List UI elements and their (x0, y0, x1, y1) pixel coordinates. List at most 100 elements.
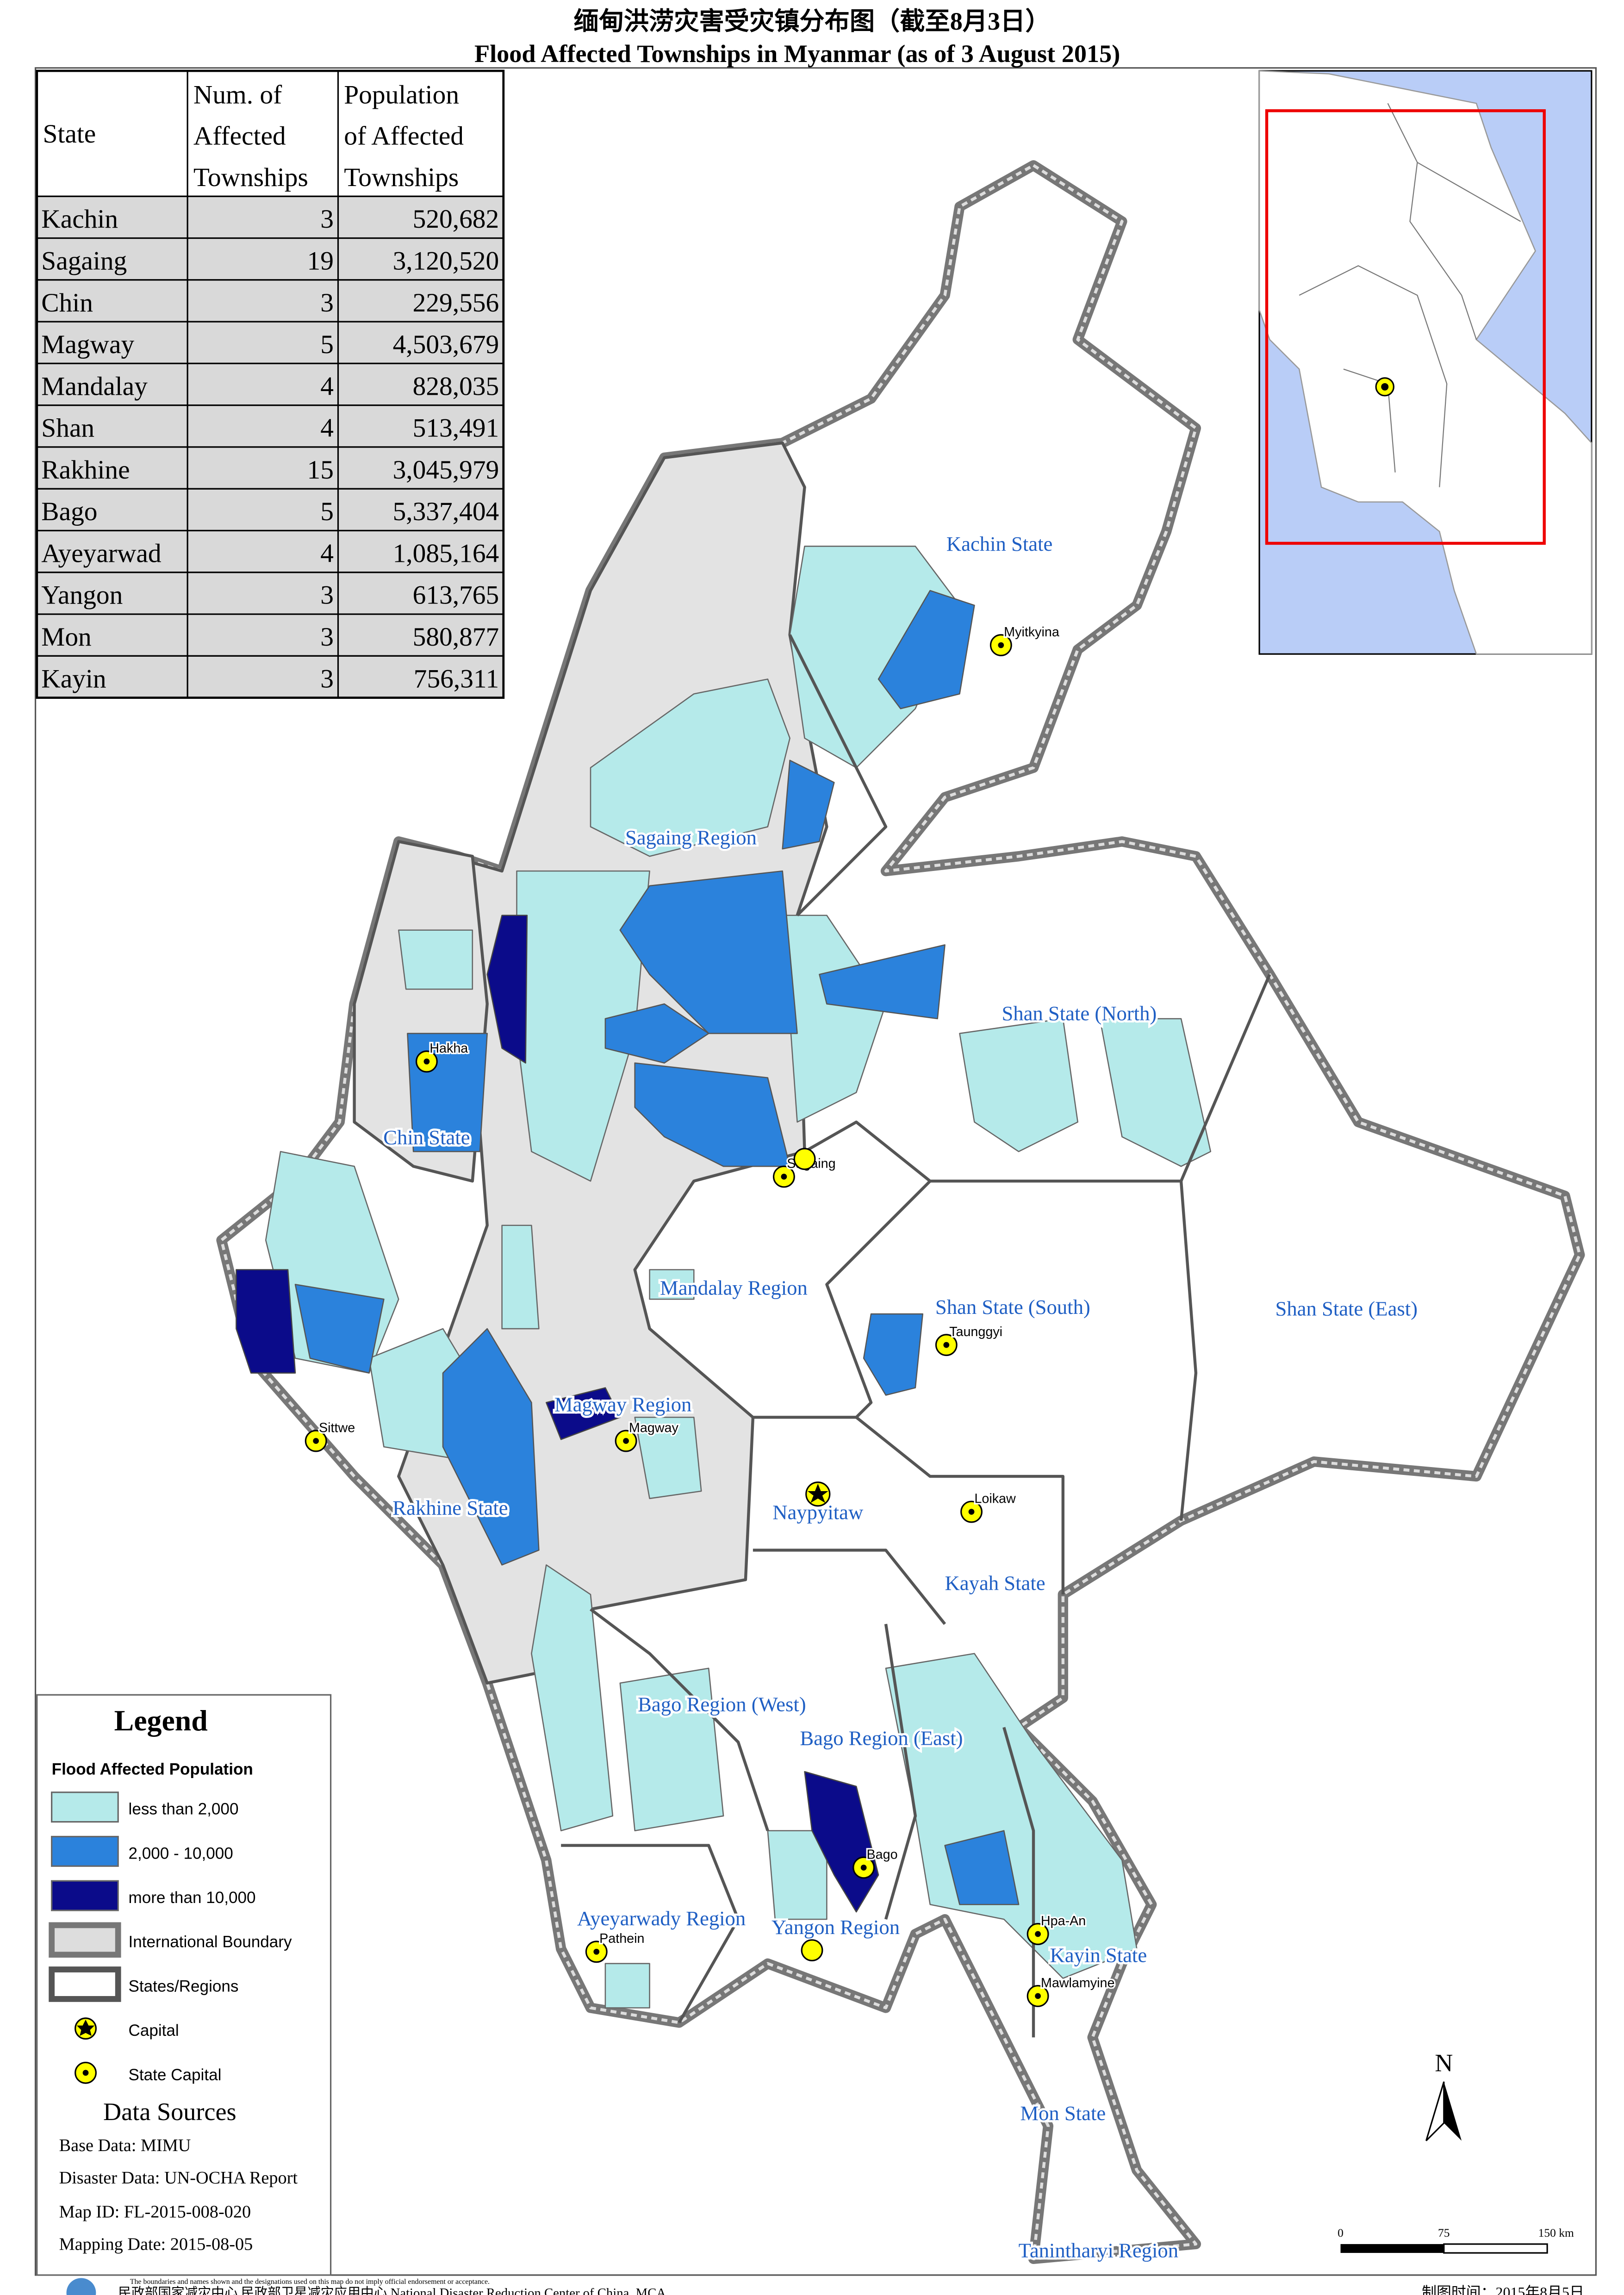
scale-label: 150 km (1538, 2226, 1574, 2239)
region-label: Bago Region (West) (638, 1692, 806, 1716)
table-cell: Magway (41, 330, 134, 359)
region-label: Tanintharyi Region (1019, 2239, 1178, 2262)
region-label: Kachin State (946, 532, 1052, 555)
table-header: Num. of (193, 80, 282, 109)
table-cell: 580,877 (413, 622, 499, 652)
legend-capital-star (76, 2020, 95, 2036)
capital (805, 1481, 831, 1507)
table-cell: Mon (41, 622, 91, 652)
legend-swatch (51, 1880, 119, 1911)
table-header: Population (344, 80, 459, 109)
data-source: Mapping Date: 2015-08-05 (59, 2235, 253, 2254)
table-cell: 4 (320, 414, 334, 443)
state-capital-dot (781, 1174, 787, 1180)
table-row-bg (36, 362, 504, 406)
city-label: Hpa-An (1041, 1914, 1086, 1928)
table-cell: 828,035 (413, 372, 499, 401)
state-capital-dot (313, 1438, 319, 1444)
city-label: Hakha (429, 1041, 468, 1056)
legend-label: more than 10,000 (129, 1889, 256, 1907)
table-header: of Affected (344, 122, 464, 151)
state-capital-dot (860, 1865, 867, 1871)
legend-subtitle: Flood Affected Population (52, 1760, 253, 1778)
table-cell: 5,337,404 (393, 497, 499, 526)
table-row-bg (36, 488, 504, 532)
table-cell: Kayin (41, 664, 106, 693)
region-label: Chin State (383, 1126, 470, 1149)
state-capital-dot (423, 1058, 430, 1065)
state-capital (793, 1148, 816, 1170)
table-border (36, 69, 505, 699)
legend-title: Legend (114, 1704, 208, 1737)
table-cell: Rakhine (41, 455, 130, 485)
table-cell: 19 (307, 247, 334, 276)
region-label: Shan State (South) (935, 1295, 1090, 1319)
legend-label: less than 2,000 (129, 1800, 239, 1818)
table-cell: 15 (307, 455, 334, 485)
summary-table: State Num. of Affected Townships Population o… (36, 69, 505, 699)
disclaimer: The boundaries and names shown and the d… (130, 2278, 490, 2286)
legend-label: International Boundary (129, 1933, 292, 1951)
table-cell: 3 (320, 622, 334, 652)
table-cell: Ayeyarwad (41, 539, 161, 568)
map-date: 制图时间：2015年8月5日 (1422, 2284, 1584, 2295)
legend-swatch (49, 1922, 121, 1958)
data-sources-title: Data Sources (103, 2098, 236, 2126)
legend-label: States/Regions (129, 1977, 239, 1995)
city-label: Mawlamyine (1041, 1976, 1115, 1990)
region-label: Kayah State (945, 1572, 1045, 1595)
table-header: Affected (193, 122, 286, 151)
footer: The boundaries and names shown and the d… (66, 2278, 1584, 2295)
legend-label: 2,000 - 10,000 (129, 1844, 233, 1862)
legend: Legend Flood Affected Population less th… (36, 1694, 332, 2276)
north-arrow: N (1425, 2049, 1462, 2141)
table-cell: 513,491 (413, 414, 499, 443)
scale-label: 75 (1438, 2226, 1450, 2239)
table-cell: 3 (320, 205, 334, 234)
table-cell: 5 (320, 330, 334, 359)
table-header: Townships (193, 163, 308, 192)
state-capital-dot (968, 1509, 975, 1515)
scale-bar: 0 75 150 km (1338, 2226, 1574, 2254)
table-cell: Chin (41, 288, 93, 317)
state-capital-dot (1035, 1993, 1041, 1999)
credit: 民政部国家减灾中心 民政部卫星减灾应用中心 National Disaster … (118, 2286, 666, 2295)
table-cell: 1,085,164 (393, 539, 499, 568)
city-label: Loikaw (974, 1492, 1016, 1506)
state-capital-dot (943, 1342, 950, 1348)
region-label: Shan State (East) (1276, 1297, 1418, 1320)
table-cell: 3 (320, 288, 334, 317)
state-capital-dot (593, 1948, 600, 1955)
legend-label: State Capital (129, 2066, 222, 2084)
table-header: Townships (344, 163, 459, 192)
table-cell: Kachin (41, 205, 118, 234)
table-cell: Sagaing (41, 247, 127, 276)
city-label: Magway (629, 1420, 679, 1435)
table-header: State (43, 119, 96, 149)
state-capital-dot (998, 642, 1004, 648)
city-label: Bago (867, 1847, 898, 1862)
region-label: Ayeyarwady Region (577, 1907, 746, 1930)
region-label: Bago Region (East) (800, 1727, 963, 1750)
legend-swatch (51, 1835, 119, 1867)
region-label: Sagaing Region (625, 826, 757, 849)
table-cell: Yangon (41, 581, 123, 610)
state-capital (801, 1939, 823, 1962)
state-capital-dot (1035, 1931, 1041, 1937)
table-cell: 3,120,520 (393, 247, 499, 276)
table-cell: 229,556 (413, 288, 499, 317)
table-cell: 3,045,979 (393, 455, 499, 485)
table-cell: Shan (41, 414, 94, 443)
table-cell: 5 (320, 497, 334, 526)
inset-map (1258, 70, 1593, 655)
region-label: Magway Region (554, 1393, 691, 1416)
region-label: Mon State (1020, 2102, 1106, 2125)
data-source: Base Data: MIMU (59, 2136, 191, 2155)
title-en: Flood Affected Townships in Myanmar (as … (474, 40, 1120, 68)
city-label: Pathein (599, 1931, 644, 1946)
legend-swatch (51, 1791, 119, 1823)
table-cell: Mandalay (41, 372, 148, 401)
state-capital-dot (623, 1438, 629, 1444)
